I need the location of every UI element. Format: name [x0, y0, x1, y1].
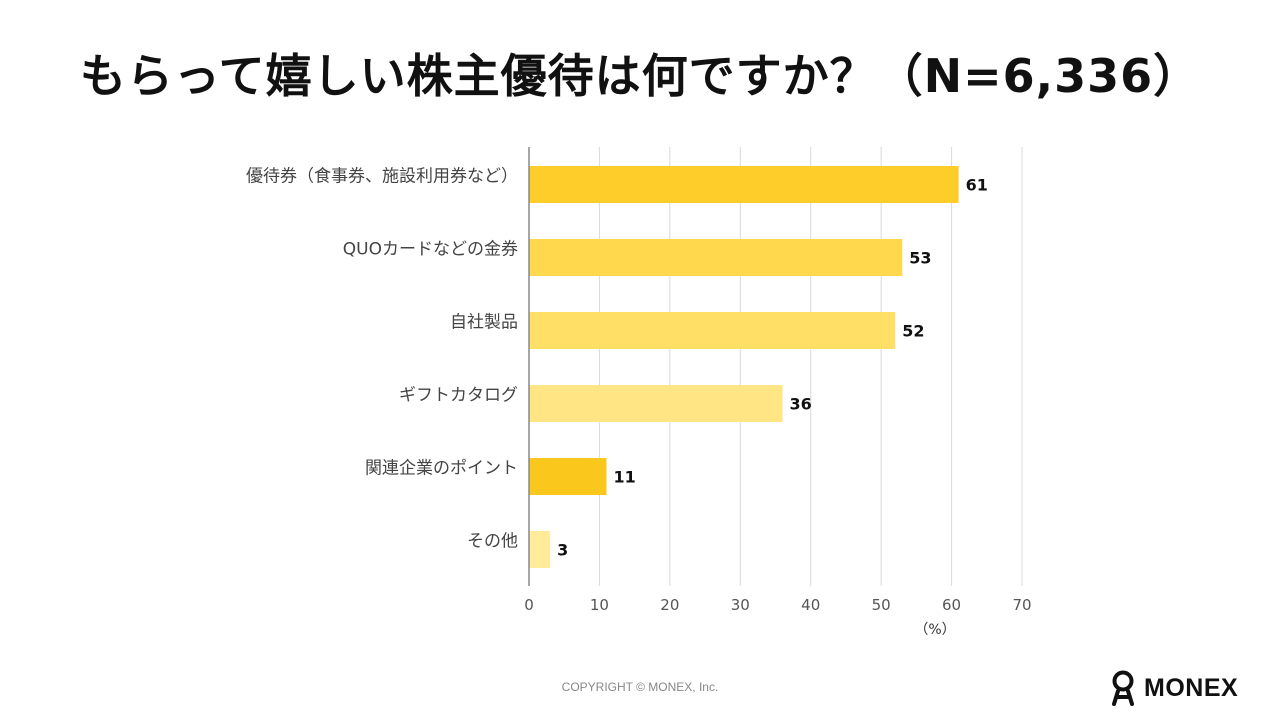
category-label: ギフトカタログ — [399, 386, 518, 406]
monex-figure-icon — [1112, 670, 1134, 706]
labels: 0 10 20 30 40 50 60 70 61 優待券（食事券、施設利用券など） 53 QUOカー… — [246, 167, 1032, 639]
chart-title: もらって嬉しい株主優待は何ですか？（N=6,336） — [79, 49, 1201, 103]
bar — [529, 166, 959, 203]
x-tick-label: 10 — [590, 596, 609, 614]
value-label: 52 — [902, 322, 924, 341]
category-label: 優待券（食事券、施設利用券など） — [246, 167, 518, 187]
monex-logo: MONEX — [1108, 668, 1238, 708]
copyright-text: COPYRIGHT © MONEX, Inc. — [561, 680, 719, 694]
category-label: 関連企業のポイント — [365, 459, 518, 479]
x-tick-label: 0 — [524, 596, 534, 614]
category-label: その他 — [467, 532, 518, 552]
bar — [529, 458, 607, 495]
bar — [529, 239, 903, 276]
gridlines — [598, 147, 1023, 586]
x-tick-label: 60 — [942, 596, 961, 614]
value-label: 53 — [909, 249, 931, 268]
x-tick-label: 20 — [660, 596, 679, 614]
bar-chart: 0 10 20 30 40 50 60 70 61 優待券（食事券、施設利用券など） 53 QUOカー… — [246, 147, 1032, 639]
bars — [529, 166, 959, 568]
bar — [529, 531, 551, 568]
x-unit-label: （%） — [914, 622, 955, 638]
x-tick-label: 40 — [801, 596, 820, 614]
value-label: 36 — [790, 395, 812, 414]
value-label: 3 — [557, 541, 568, 560]
value-label: 11 — [613, 468, 635, 487]
category-label: 自社製品 — [450, 313, 518, 333]
x-tick-label: 30 — [731, 596, 750, 614]
x-tick-label: 70 — [1012, 596, 1031, 614]
value-label: 61 — [966, 176, 988, 195]
x-tick-label: 50 — [872, 596, 891, 614]
logo-text: MONEX — [1144, 673, 1239, 702]
bar — [529, 385, 783, 422]
category-label: QUOカードなどの金券 — [343, 240, 518, 260]
bar — [529, 312, 896, 349]
